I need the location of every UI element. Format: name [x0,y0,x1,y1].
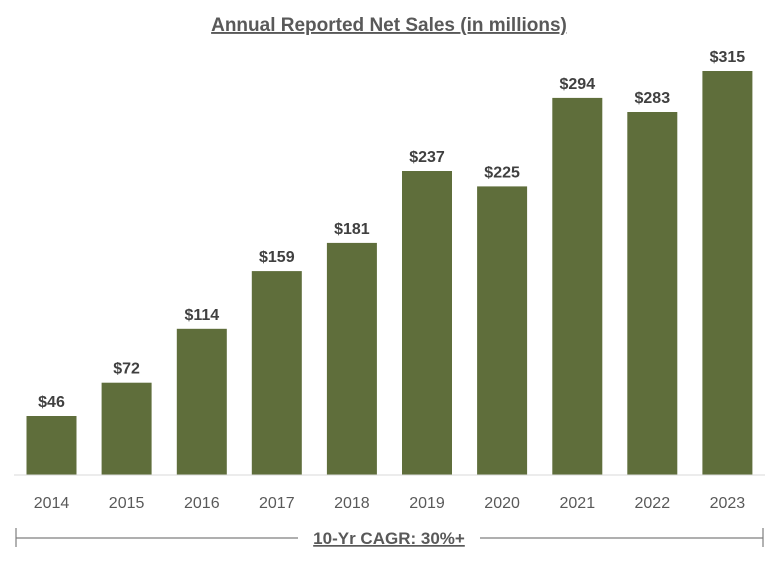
bar-2022 [627,112,678,475]
bar-2019 [402,171,452,475]
value-label-2021: $294 [560,76,596,93]
x-tick-label-2019: 2019 [409,495,445,512]
x-tick-label-2016: 2016 [184,495,220,512]
value-label-2015: $72 [113,361,140,378]
bars-group [26,71,753,476]
x-tick-label-2020: 2020 [484,495,520,512]
value-label-2022: $283 [635,90,671,107]
x-tick-label-2023: 2023 [710,495,746,512]
x-tick-label-2018: 2018 [334,495,370,512]
x-tick-label-2014: 2014 [34,495,70,512]
value-labels-group: $46 $72 $114 $159 $181 $237 $225 $294 $283 $315 [38,49,745,411]
value-label-2017: $159 [259,249,295,266]
x-tick-labels-group: 2014 2015 2016 2017 2018 2019 2020 2021 2022 2023 [34,495,746,512]
bar-2015 [101,382,152,475]
x-tick-label-2021: 2021 [560,495,596,512]
cagr-annotation: 10-Yr CAGR: 30%+ [313,529,465,548]
bar-2018 [326,242,377,475]
x-tick-label-2022: 2022 [635,495,671,512]
bar-2021 [552,97,603,476]
x-tick-label-2015: 2015 [109,495,145,512]
value-label-2016: $114 [184,307,219,324]
value-label-2014: $46 [38,394,65,411]
bar-2014 [26,416,77,475]
bar-2020 [477,186,528,475]
bar-2016 [176,328,227,475]
bar-2017 [251,271,302,475]
value-label-2023: $315 [710,49,746,66]
value-label-2018: $181 [334,221,370,238]
chart-title: Annual Reported Net Sales (in millions) [211,15,567,36]
bar-2023 [702,71,753,475]
cagr-bracket: 10-Yr CAGR: 30%+ [15,528,764,548]
value-label-2020: $225 [484,164,520,181]
value-label-2019: $237 [409,149,445,166]
x-tick-label-2017: 2017 [259,495,295,512]
